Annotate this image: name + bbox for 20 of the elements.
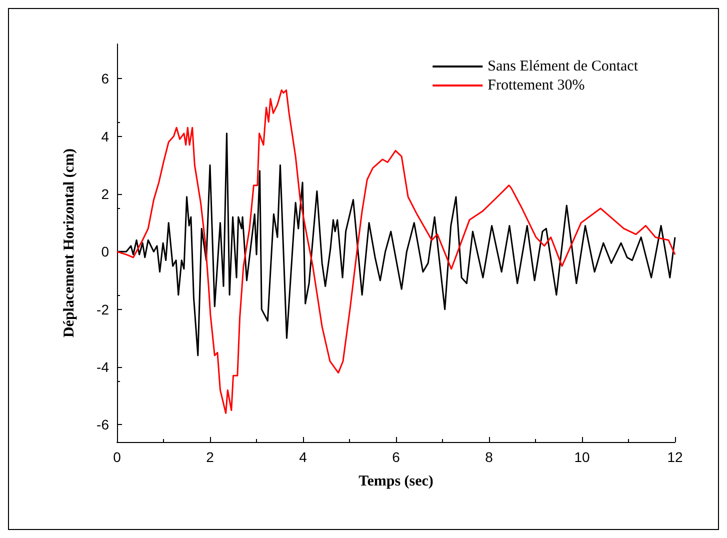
y-tick-label: -6 xyxy=(96,416,110,433)
y-tick-label: -4 xyxy=(96,359,110,376)
line-series xyxy=(116,132,676,356)
legend-label: Frottement 30% xyxy=(488,78,585,94)
x-tick-label: 10 xyxy=(574,449,590,465)
y-axis-title: Déplacement Horizontal (cm) xyxy=(62,148,78,338)
y-tick-label: 6 xyxy=(101,70,110,87)
x-axis-title: Temps (sec) xyxy=(358,474,434,490)
x-tick-label: 6 xyxy=(392,449,400,465)
x-tick-label: 0 xyxy=(113,449,122,465)
x-tick-label: 4 xyxy=(299,449,308,465)
line-series xyxy=(116,89,676,414)
x-tick-label: 12 xyxy=(667,449,683,465)
x-tick-label: 2 xyxy=(206,449,214,465)
y-tick-label: -2 xyxy=(96,301,110,318)
x-tick-label: 8 xyxy=(485,449,494,465)
y-tick-label: 0 xyxy=(101,244,110,260)
y-tick-label: 2 xyxy=(101,186,110,202)
legend-label: Sans Elément de Contact xyxy=(488,58,639,74)
y-tick-label: 4 xyxy=(101,128,110,144)
